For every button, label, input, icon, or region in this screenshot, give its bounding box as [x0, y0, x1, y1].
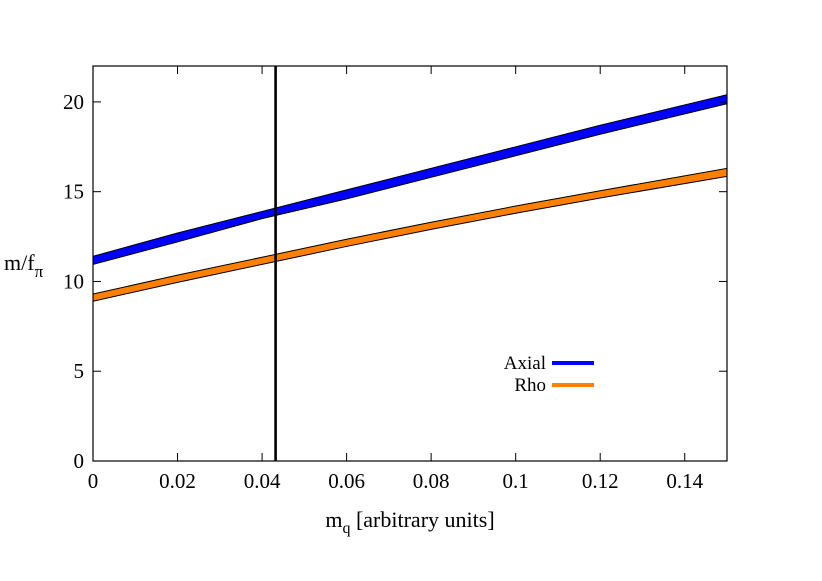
y-tick-label: 0 — [74, 449, 85, 473]
series-rho-band — [93, 168, 727, 302]
series-axial-lower-edge — [93, 103, 727, 265]
axis-ticks: 0 0.02 0.04 0.06 0.08 0.1 0.12 0.14 0 5 10 15 20 — [63, 66, 727, 493]
x-tick-label: 0.06 — [328, 469, 365, 493]
series-rho-upper-edge — [93, 167, 727, 295]
series-rho-lower-edge — [93, 175, 727, 302]
legend-label-rho: Rho — [514, 375, 546, 396]
plot-frame — [92, 65, 728, 462]
x-axis-title-main: m — [325, 507, 342, 532]
y-axis-title: m/fπ — [4, 250, 44, 281]
x-tick-label: 0.08 — [413, 469, 450, 493]
legend-label-axial: Axial — [504, 353, 546, 374]
x-axis-title-rest: [arbitrary units] — [350, 507, 494, 532]
x-tick-label: 0.12 — [582, 469, 619, 493]
x-axis-title: mq [arbitrary units] — [325, 507, 494, 537]
x-tick-label: 0.04 — [244, 469, 281, 493]
x-axis-title-subscript: q — [342, 520, 350, 537]
x-tick-label: 0.14 — [666, 469, 703, 493]
x-tick-label: 0.1 — [503, 469, 529, 493]
y-tick-label: 10 — [63, 269, 84, 293]
x-tick-label: 0.02 — [159, 469, 196, 493]
y-tick-label: 5 — [74, 359, 85, 383]
y-axis-title-main: m/f — [4, 250, 35, 275]
series-bands — [93, 94, 727, 302]
y-axis-title-subscript: π — [35, 262, 44, 281]
y-tick-label: 15 — [63, 180, 84, 204]
series-axial-band — [93, 94, 727, 265]
series-axial-upper-edge — [93, 94, 727, 257]
y-tick-label: 20 — [63, 90, 84, 114]
x-tick-label: 0 — [88, 469, 99, 493]
